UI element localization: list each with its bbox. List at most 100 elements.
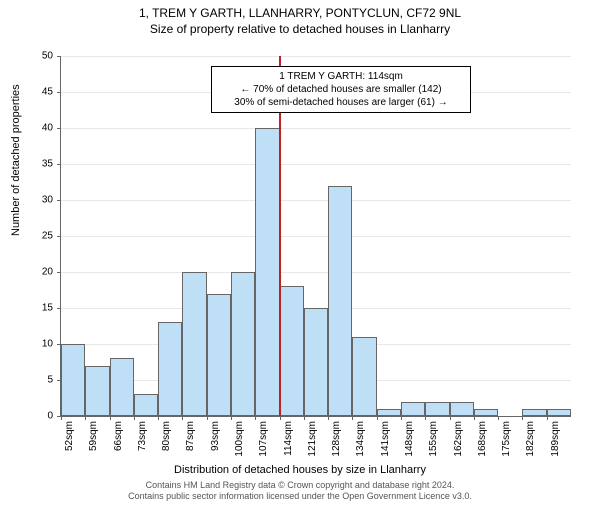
histogram-bar (231, 272, 255, 416)
xtick-label: 162sqm (453, 421, 464, 457)
xtick-label: 128sqm (331, 421, 342, 457)
xtick-mark (401, 416, 402, 420)
xtick-label: 66sqm (113, 421, 124, 451)
xtick-label: 59sqm (88, 421, 99, 451)
ytick-label: 0 (23, 411, 53, 422)
ytick-mark (57, 92, 61, 93)
ytick-label: 25 (23, 231, 53, 242)
xtick-label: 182sqm (525, 421, 536, 457)
xtick-mark (352, 416, 353, 420)
xtick-mark (231, 416, 232, 420)
xtick-label: 168sqm (477, 421, 488, 457)
annotation-line: ← 70% of detached houses are smaller (14… (218, 83, 464, 96)
xtick-mark (61, 416, 62, 420)
xtick-label: 80sqm (161, 421, 172, 451)
xtick-mark (474, 416, 475, 420)
histogram-bar (401, 402, 425, 416)
xtick-mark (304, 416, 305, 420)
xtick-label: 175sqm (501, 421, 512, 457)
histogram-bar (110, 358, 134, 416)
histogram-bar (450, 402, 474, 416)
grid-line (61, 200, 571, 201)
histogram-bar (377, 409, 401, 416)
chart-title-main: 1, TREM Y GARTH, LLANHARRY, PONTYCLUN, C… (0, 6, 600, 20)
histogram-bar (474, 409, 498, 416)
xtick-mark (377, 416, 378, 420)
ytick-mark (57, 308, 61, 309)
grid-line (61, 128, 571, 129)
ytick-label: 30 (23, 195, 53, 206)
histogram-bar (352, 337, 376, 416)
ytick-mark (57, 56, 61, 57)
grid-line (61, 236, 571, 237)
xtick-label: 141sqm (380, 421, 391, 457)
histogram-bar (255, 128, 279, 416)
ytick-mark (57, 128, 61, 129)
histogram-bar (425, 402, 449, 416)
xtick-label: 87sqm (185, 421, 196, 451)
grid-line (61, 272, 571, 273)
xtick-mark (182, 416, 183, 420)
xtick-label: 73sqm (137, 421, 148, 451)
histogram-bar (547, 409, 571, 416)
xtick-mark (450, 416, 451, 420)
xtick-mark (158, 416, 159, 420)
ytick-label: 10 (23, 339, 53, 350)
footer-line-1: Contains HM Land Registry data © Crown c… (0, 480, 600, 491)
ytick-mark (57, 236, 61, 237)
histogram-bar (304, 308, 328, 416)
xtick-mark (255, 416, 256, 420)
x-axis-label: Distribution of detached houses by size … (0, 464, 600, 476)
ytick-label: 5 (23, 375, 53, 386)
xtick-label: 134sqm (355, 421, 366, 457)
ytick-label: 20 (23, 267, 53, 278)
ytick-label: 15 (23, 303, 53, 314)
histogram-bar (158, 322, 182, 416)
ytick-label: 35 (23, 159, 53, 170)
xtick-mark (207, 416, 208, 420)
annotation-box: 1 TREM Y GARTH: 114sqm← 70% of detached … (211, 66, 471, 113)
ytick-mark (57, 164, 61, 165)
xtick-mark (280, 416, 281, 420)
ytick-label: 40 (23, 123, 53, 134)
plot-region: 0510152025303540455052sqm59sqm66sqm73sqm… (60, 56, 571, 417)
grid-line (61, 56, 571, 57)
histogram-bar (207, 294, 231, 416)
xtick-label: 148sqm (404, 421, 415, 457)
chart-area: 0510152025303540455052sqm59sqm66sqm73sqm… (60, 56, 570, 416)
histogram-bar (61, 344, 85, 416)
annotation-line: 30% of semi-detached houses are larger (… (218, 96, 464, 109)
xtick-mark (85, 416, 86, 420)
y-axis-label: Number of detached properties (10, 84, 22, 236)
xtick-mark (522, 416, 523, 420)
xtick-mark (425, 416, 426, 420)
xtick-label: 107sqm (258, 421, 269, 457)
xtick-label: 100sqm (234, 421, 245, 457)
xtick-mark (328, 416, 329, 420)
xtick-mark (498, 416, 499, 420)
xtick-label: 93sqm (210, 421, 221, 451)
grid-line (61, 164, 571, 165)
histogram-bar (522, 409, 546, 416)
chart-title-sub: Size of property relative to detached ho… (0, 22, 600, 36)
histogram-bar (182, 272, 206, 416)
ytick-label: 50 (23, 51, 53, 62)
xtick-label: 189sqm (550, 421, 561, 457)
histogram-bar (328, 186, 352, 416)
ytick-mark (57, 200, 61, 201)
ytick-label: 45 (23, 87, 53, 98)
xtick-mark (110, 416, 111, 420)
ytick-mark (57, 272, 61, 273)
xtick-label: 155sqm (428, 421, 439, 457)
footer-line-2: Contains public sector information licen… (0, 491, 600, 502)
histogram-bar (85, 366, 109, 416)
annotation-line: 1 TREM Y GARTH: 114sqm (218, 70, 464, 83)
xtick-label: 52sqm (64, 421, 75, 451)
histogram-bar (280, 286, 304, 416)
xtick-mark (134, 416, 135, 420)
footer-attribution: Contains HM Land Registry data © Crown c… (0, 480, 600, 502)
histogram-bar (134, 394, 158, 416)
xtick-label: 114sqm (283, 421, 294, 456)
xtick-label: 121sqm (307, 421, 318, 457)
xtick-mark (547, 416, 548, 420)
